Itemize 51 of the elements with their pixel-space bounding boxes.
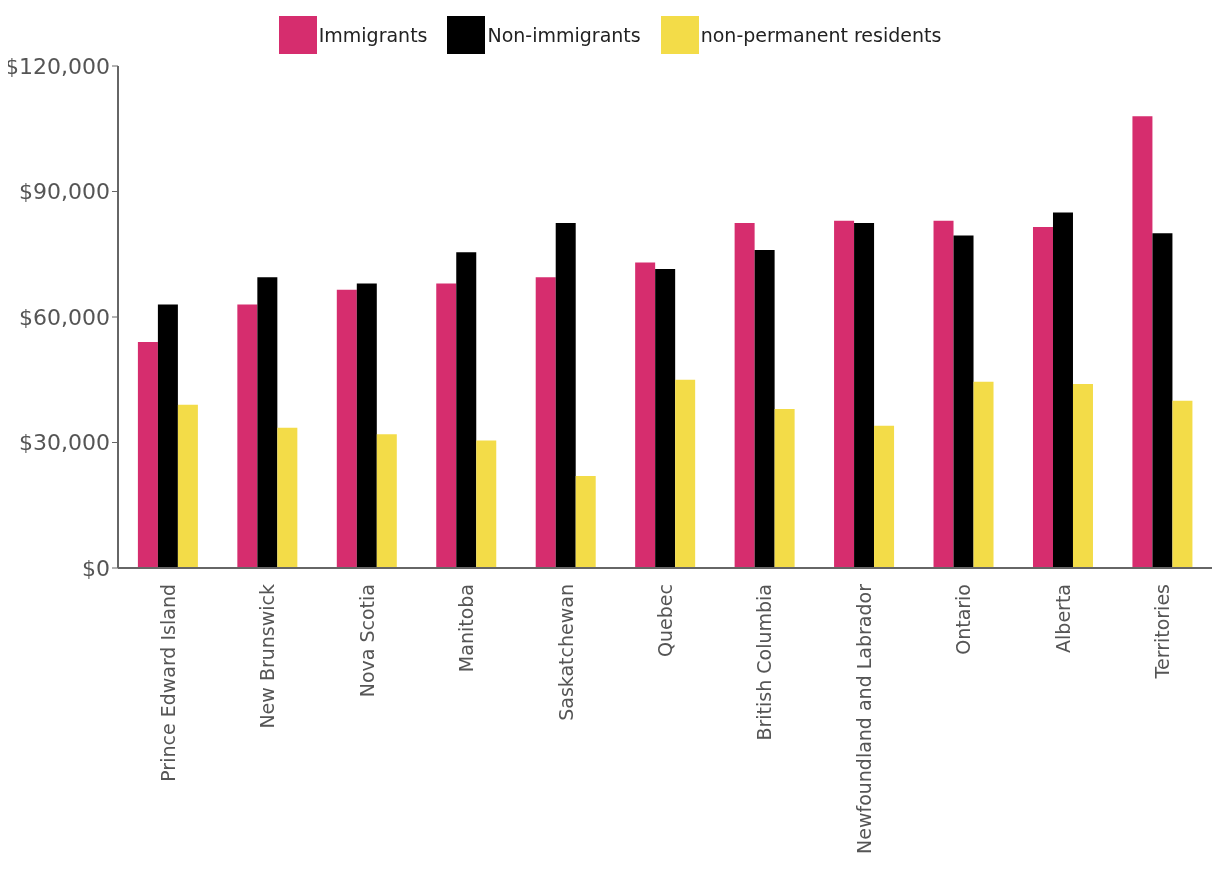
y-tick-label: $60,000 xyxy=(19,304,110,330)
bar xyxy=(456,252,477,568)
x-tick-label: Quebec xyxy=(654,584,676,657)
bar xyxy=(535,277,556,568)
x-tick-label: British Columbia xyxy=(753,584,776,741)
bar xyxy=(476,440,497,568)
legend-label: Immigrants xyxy=(318,24,428,46)
bar xyxy=(575,475,596,568)
bar xyxy=(734,222,755,568)
bar xyxy=(157,304,178,568)
bar xyxy=(1152,233,1173,568)
bar xyxy=(973,381,994,568)
bar xyxy=(257,277,278,568)
bar xyxy=(436,283,457,568)
bar xyxy=(1052,212,1073,568)
x-tick-label: Nova Scotia xyxy=(355,584,378,698)
bar xyxy=(1072,383,1093,568)
x-tick-label: Newfoundland and Labrador xyxy=(852,583,875,854)
bar xyxy=(774,409,795,568)
x-tick-label: New Brunswick xyxy=(256,584,279,729)
bar xyxy=(933,220,954,568)
bar xyxy=(277,427,298,568)
x-tick-label: Ontario xyxy=(952,584,975,655)
bar xyxy=(854,222,875,568)
bar xyxy=(1032,227,1053,568)
x-tick-label: Prince Edward Island xyxy=(156,584,179,782)
bar xyxy=(1172,400,1193,568)
bar xyxy=(1132,116,1153,568)
bar xyxy=(237,304,258,568)
bar xyxy=(177,404,198,568)
bar xyxy=(834,220,855,568)
bar xyxy=(675,379,696,568)
bar xyxy=(953,235,974,568)
bar xyxy=(874,425,895,568)
y-tick-label: $30,000 xyxy=(19,430,110,456)
legend-label: Non-immigrants xyxy=(487,24,641,46)
bar xyxy=(635,262,656,568)
bar xyxy=(137,342,158,568)
bar xyxy=(655,268,676,568)
bar xyxy=(376,434,397,568)
y-tick-label: $0 xyxy=(82,555,110,581)
y-tick-label: $90,000 xyxy=(19,179,110,205)
bar xyxy=(555,222,576,568)
bar xyxy=(754,250,775,568)
x-tick-label: Manitoba xyxy=(455,584,478,673)
bar xyxy=(336,289,357,568)
x-tick-label: Alberta xyxy=(1051,584,1074,653)
legend-label: non-permanent residents xyxy=(700,24,942,46)
x-tick-label: Territories xyxy=(1151,584,1174,680)
bar xyxy=(356,283,377,568)
x-tick-label: Saskatchewan xyxy=(554,584,577,721)
